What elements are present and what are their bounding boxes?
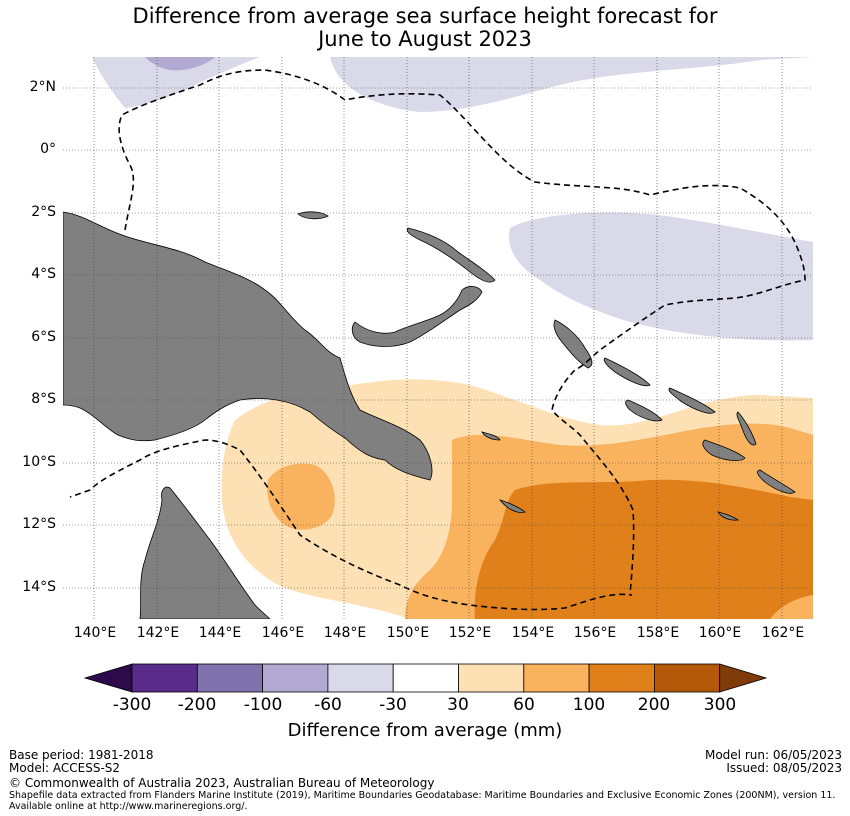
- colorbar-bin-2: [196, 663, 264, 693]
- land-new-ireland: [406, 227, 496, 283]
- lon-label: 154°E: [511, 625, 555, 641]
- land-new-guinea: [63, 211, 433, 481]
- copyright-notice: © Commonwealth of Australia 2023, Austra…: [9, 776, 435, 790]
- lon-label: 160°E: [698, 625, 742, 641]
- lon-label: 142°E: [136, 625, 180, 641]
- lat-label: 6°S: [31, 329, 56, 345]
- shapefile-credit-line1: Shapefile data extracted from Flanders M…: [9, 790, 836, 801]
- lat-label: 2°N: [29, 79, 56, 95]
- lon-label: 148°E: [323, 625, 367, 641]
- chart-title-line1: Difference from average sea surface heig…: [132, 4, 718, 28]
- lat-label: 10°S: [22, 454, 56, 470]
- lat-label: 2°S: [31, 204, 56, 220]
- issued-date: Issued: 08/05/2023: [726, 761, 842, 775]
- colorbar-tick-label: 300: [703, 695, 737, 715]
- lat-label: 14°S: [22, 579, 56, 595]
- land-solomons-2: [625, 399, 663, 422]
- chart-title-line2: June to August 2023: [318, 27, 532, 51]
- land-new-britain: [351, 286, 483, 347]
- shapefile-credit-line2: Available online at http://www.marinereg…: [9, 801, 248, 812]
- colorbar-extend-high: [719, 663, 768, 693]
- land-solomons-3: [668, 387, 716, 414]
- model-run-date: Model run: 06/05/2023: [704, 748, 842, 762]
- colorbar-bin-7: [523, 663, 590, 693]
- colorbar-title: Difference from average (mm): [287, 720, 563, 741]
- model-name: Model: ACCESS-S2: [9, 761, 121, 775]
- lon-label: 144°E: [198, 625, 242, 641]
- lon-label: 146°E: [261, 625, 305, 641]
- contour-minus30-west: [92, 57, 260, 108]
- colorbar-tick-label: 200: [637, 695, 671, 715]
- lat-label: 0°: [40, 141, 56, 157]
- colorbar-bin-1: [131, 663, 198, 693]
- colorbar-bin-3: [262, 663, 329, 693]
- colorbar-tick-label: -200: [177, 695, 217, 715]
- map-gridlines: [63, 57, 813, 619]
- colorbar: [83, 663, 768, 693]
- colorbar-extend-low: [83, 663, 133, 693]
- colorbar-tick-label: 100: [572, 695, 606, 715]
- land-vanuatu-2: [736, 411, 757, 446]
- colorbar-tick-label: -100: [243, 695, 283, 715]
- base-period: Base period: 1981-2018: [9, 748, 154, 762]
- contour-minus30-north: [92, 57, 813, 112]
- land-solomons-1: [603, 357, 651, 387]
- colorbar-bin-9: [654, 663, 721, 693]
- land-bougainville: [553, 319, 593, 369]
- contour-60-west: [267, 463, 335, 530]
- lon-label: 140°E: [73, 625, 117, 641]
- lat-label: 12°S: [22, 516, 56, 532]
- lon-label: 150°E: [386, 625, 430, 641]
- land-small-island-2: [717, 511, 740, 521]
- contour-minus30-east: [509, 212, 813, 341]
- colorbar-tick-label: 60: [513, 695, 535, 715]
- contour-100: [474, 479, 813, 619]
- eez-boundary: [69, 69, 806, 611]
- lon-label: 158°E: [636, 625, 680, 641]
- colorbar-bin-5: [392, 663, 459, 693]
- colorbar-bin-4: [327, 663, 394, 693]
- lon-label: 162°E: [761, 625, 805, 641]
- lat-label: 4°S: [31, 266, 56, 282]
- land-small-island: [498, 499, 526, 513]
- colorbar-tick-label: -300: [112, 695, 152, 715]
- colorbar-tick-label: -60: [314, 695, 342, 715]
- map-area: [63, 57, 813, 619]
- colorbar-tick-label: -30: [379, 695, 407, 715]
- land-vanuatu-1: [702, 439, 746, 461]
- land-new-caledonia: [757, 469, 796, 494]
- contour-minus60-patch: [145, 57, 215, 71]
- colorbar-bin-8: [588, 663, 655, 693]
- land-australia-cape-york: [139, 486, 271, 619]
- lat-label: 8°S: [31, 391, 56, 407]
- colorbar-bin-6: [458, 663, 525, 693]
- lon-label: 152°E: [448, 625, 492, 641]
- land-louisiade: [481, 431, 501, 441]
- lon-label: 156°E: [573, 625, 617, 641]
- land-manus: [297, 211, 329, 220]
- colorbar-tick-label: 30: [447, 695, 469, 715]
